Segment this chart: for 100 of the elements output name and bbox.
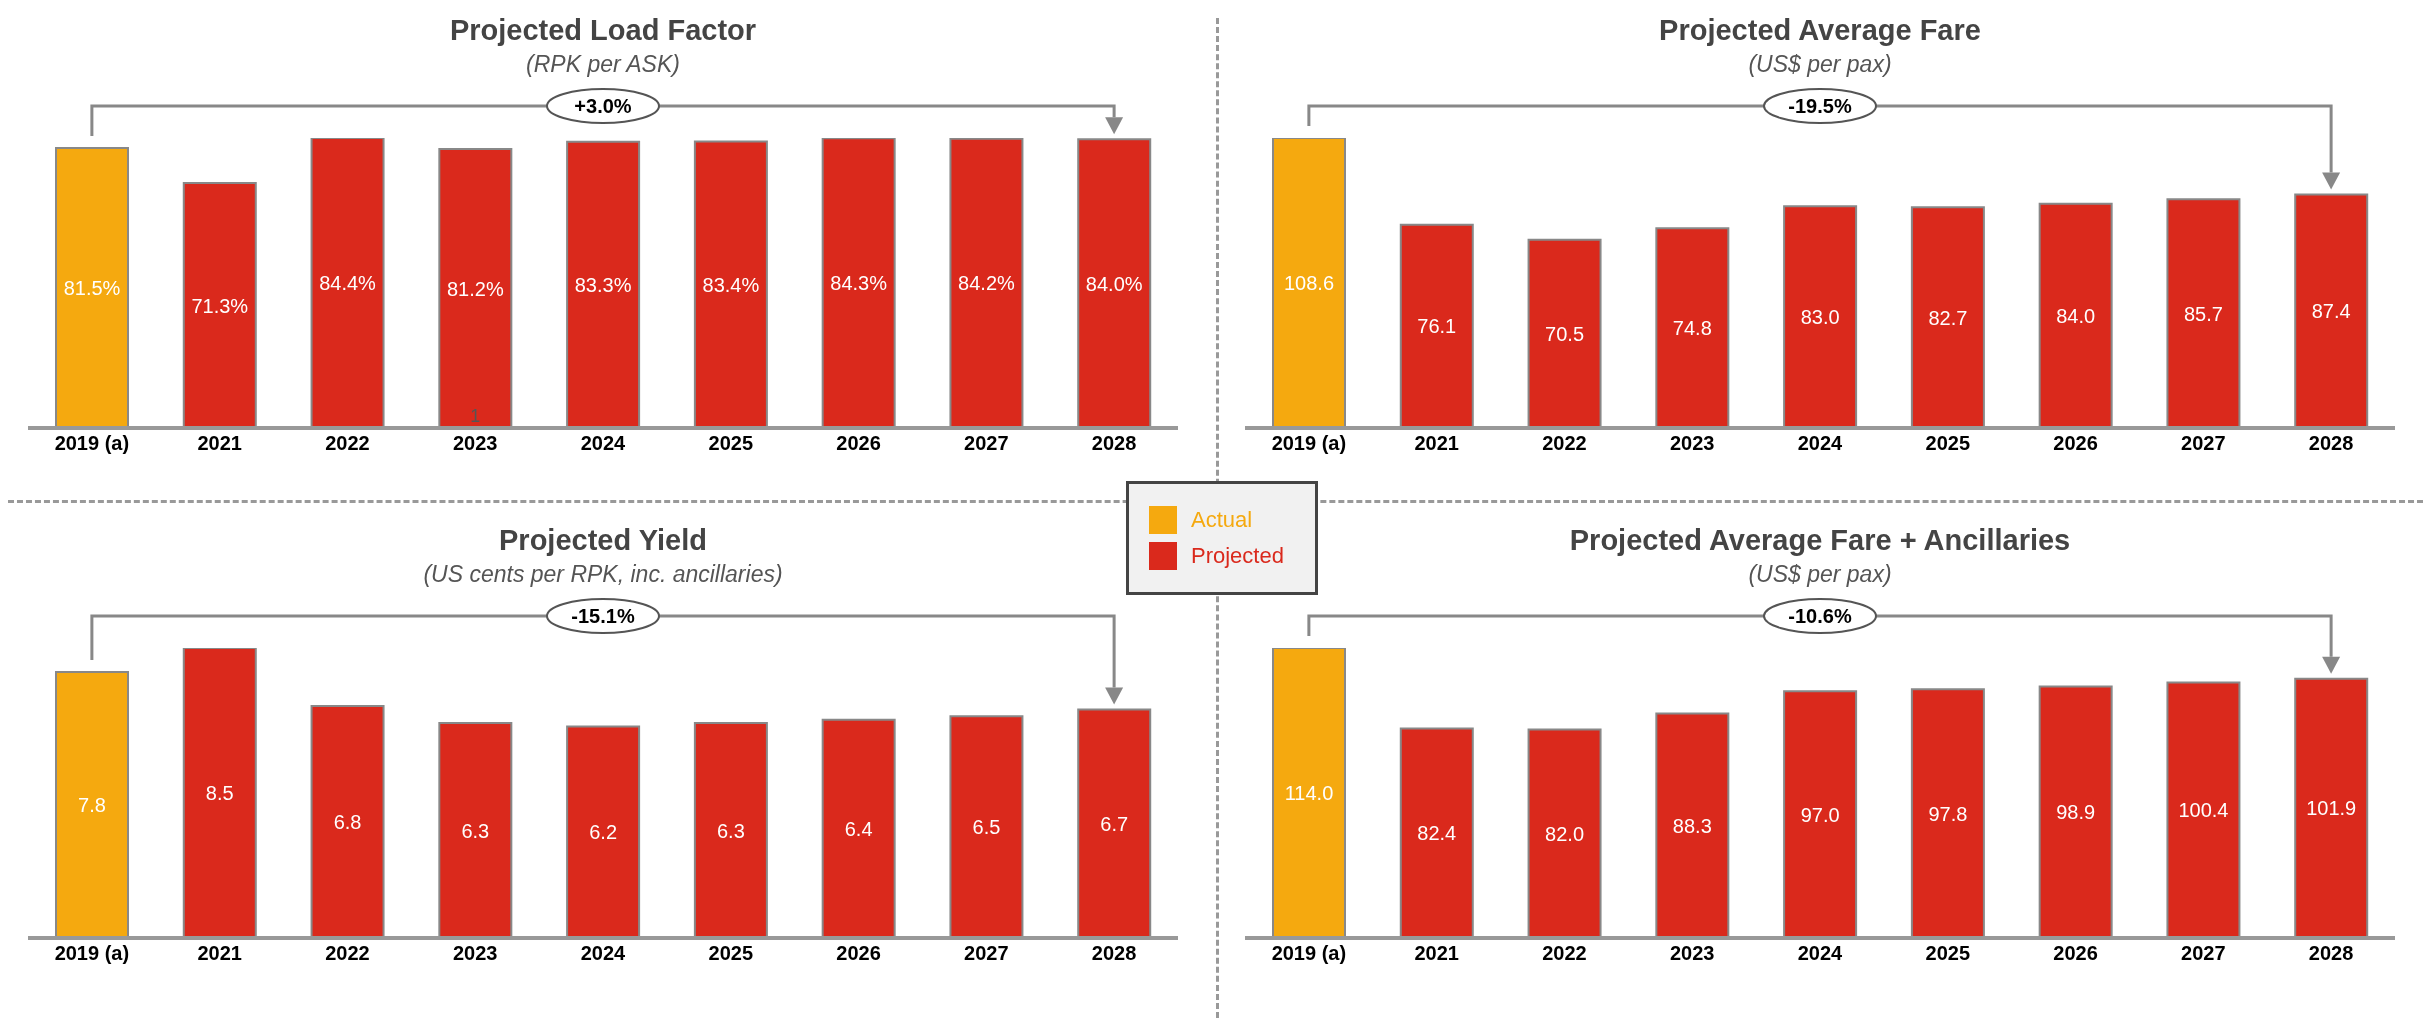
- legend-label: Actual: [1191, 507, 1253, 533]
- bar: [2166, 198, 2241, 428]
- data-label: 84.0%: [1085, 272, 1143, 295]
- x-tick-label: 2021: [1414, 432, 1459, 455]
- bar: [2038, 202, 2113, 428]
- x-tick-label: 2024: [580, 432, 627, 455]
- data-label: 114.0: [1284, 782, 1334, 805]
- data-label: 71.3%: [191, 294, 249, 317]
- data-label: 88.3: [1672, 814, 1712, 837]
- bar: [1272, 648, 1346, 938]
- bar: [949, 138, 1024, 428]
- data-label: 6.8: [333, 811, 362, 834]
- text: Projected: [1191, 543, 1284, 569]
- bar: [2166, 681, 2241, 938]
- data-label: 74.8: [1672, 317, 1712, 340]
- x-tick-label: 2026: [2053, 432, 2098, 455]
- bar: [182, 648, 257, 938]
- text: -10.6%: [1788, 605, 1852, 627]
- chart-subtitle: (US cents per RPK, inc. ancillaries): [423, 561, 783, 587]
- x-tick-label: 2021: [1414, 942, 1459, 965]
- x-tick-label: 2023: [1669, 432, 1715, 455]
- data-label: 82.4: [1417, 822, 1457, 845]
- data-label: 7.8: [78, 794, 106, 817]
- x-tick-label: 2025: [1925, 432, 1971, 455]
- data-label: 6.2: [589, 821, 618, 844]
- bar: [55, 670, 129, 938]
- data-label: 82.0: [1545, 822, 1585, 845]
- bar: [1527, 238, 1602, 428]
- chart-title: Projected Yield: [499, 524, 707, 556]
- x-tick-label: 2028: [2308, 942, 2354, 965]
- x-tick-label: 2025: [708, 942, 754, 965]
- data-label: 84.0: [2056, 304, 2096, 327]
- data-label: 6.7: [1100, 812, 1129, 835]
- data-label: 82.7: [1928, 306, 1968, 329]
- x-tick-label: 2023: [1669, 942, 1715, 965]
- text: -19.5%: [1788, 95, 1852, 117]
- bar: [1783, 205, 1858, 428]
- x-tick-label: 2028: [1091, 942, 1137, 965]
- chart-subtitle: (US$ per pax): [1748, 561, 1892, 587]
- bar: [2294, 677, 2369, 938]
- chart-subtitle: (RPK per ASK): [525, 51, 681, 78]
- bar: [1655, 712, 1730, 938]
- bar: [821, 718, 896, 938]
- data-label: 101.9: [2306, 797, 2357, 820]
- x-tick-label: 2027: [964, 432, 1009, 455]
- data-label: 83.4%: [702, 273, 760, 296]
- bar: [1077, 708, 1152, 938]
- data-label: 100.4: [2178, 799, 2229, 822]
- bar: [1399, 223, 1474, 428]
- data-label: 81.2%: [446, 277, 504, 300]
- x-tick-label: 2027: [2181, 432, 2226, 455]
- x-tick-label: 2024: [1797, 942, 1844, 965]
- x-tick-label: 2025: [1925, 942, 1971, 965]
- x-tick-label: 2024: [580, 942, 627, 965]
- chart-subtitle: (US$ per pax): [1747, 51, 1893, 78]
- x-tick-label: 2019 (a): [1271, 942, 1347, 965]
- x-tick-label: 2027: [2181, 942, 2226, 965]
- data-label: 83.0: [1800, 306, 1840, 329]
- x-tick-label: 2023: [452, 942, 498, 965]
- data-label: 70.5: [1545, 322, 1585, 345]
- annotation: 1: [470, 406, 481, 426]
- bar: [693, 722, 768, 938]
- x-tick-label: 2026: [836, 942, 881, 965]
- bar: [566, 725, 641, 938]
- data-label: 6.3: [716, 819, 745, 842]
- chart-title: Projected Average Fare + Ancillaries: [1569, 524, 2071, 556]
- data-label: 83.3%: [574, 273, 632, 296]
- bar: [1399, 727, 1474, 938]
- bar: [2038, 685, 2113, 938]
- x-tick-label: 2028: [1091, 432, 1137, 455]
- x-tick-label: 2021: [197, 942, 242, 965]
- bar: [949, 715, 1024, 938]
- data-label: 87.4: [2311, 300, 2351, 323]
- bar: [566, 140, 641, 428]
- bar: [1910, 206, 1985, 428]
- text: +3.0%: [574, 95, 632, 117]
- data-label: 81.5%: [63, 277, 121, 300]
- data-label: 76.1: [1417, 315, 1457, 338]
- x-tick-label: 2022: [1542, 942, 1587, 965]
- bar: [1783, 690, 1858, 938]
- x-tick-label: 2019 (a): [54, 942, 130, 965]
- bar: [1272, 138, 1346, 428]
- x-tick-label: 2024: [1797, 432, 1844, 455]
- x-tick-label: 2026: [2053, 942, 2098, 965]
- bar: [55, 146, 129, 428]
- chart-title: Projected Load Factor: [448, 14, 758, 47]
- x-tick-label: 2023: [452, 432, 498, 455]
- data-label: 97.8: [1928, 802, 1968, 825]
- bar: [310, 138, 385, 428]
- data-label: 6.5: [972, 816, 1001, 839]
- x-tick-label: 2022: [325, 942, 370, 965]
- data-label: 6.4: [844, 817, 873, 840]
- text: -15.1%: [571, 605, 635, 627]
- x-tick-label: 2028: [2308, 432, 2354, 455]
- x-tick-label: 2021: [197, 432, 242, 455]
- data-label: 98.9: [2056, 801, 2096, 824]
- bar: [693, 140, 768, 428]
- x-tick-label: 2022: [325, 432, 370, 455]
- data-label: 85.7: [2183, 302, 2223, 325]
- data-label: 6.3: [461, 819, 490, 842]
